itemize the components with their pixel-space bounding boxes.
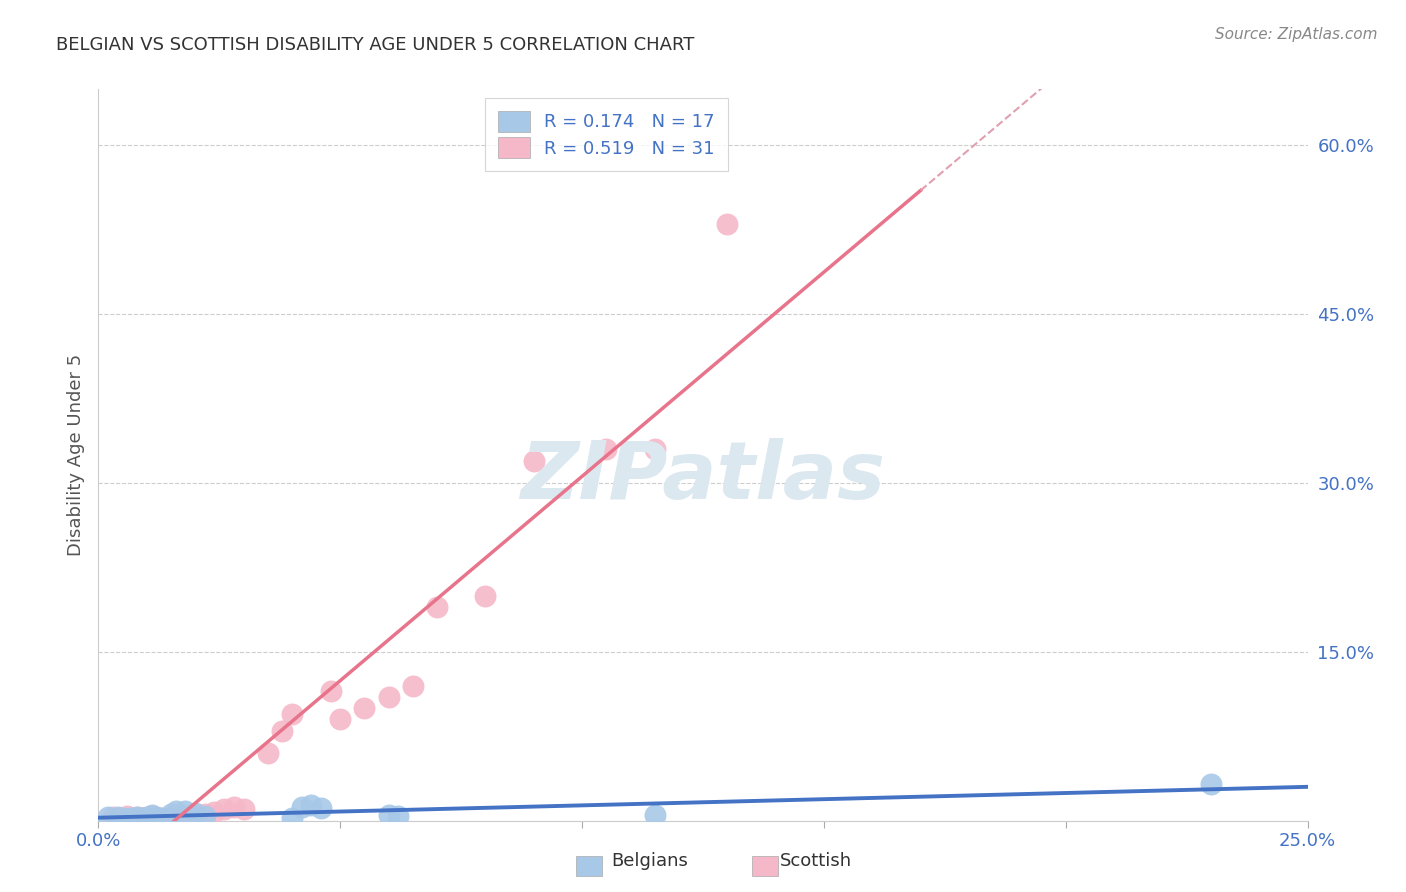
Point xyxy=(474,589,496,603)
Point xyxy=(121,811,143,825)
Text: Scottish: Scottish xyxy=(780,852,852,870)
Point xyxy=(402,679,425,693)
Point xyxy=(160,810,183,824)
Legend: R = 0.174   N = 17, R = 0.519   N = 31: R = 0.174 N = 17, R = 0.519 N = 31 xyxy=(485,98,728,170)
Text: BELGIAN VS SCOTTISH DISABILITY AGE UNDER 5 CORRELATION CHART: BELGIAN VS SCOTTISH DISABILITY AGE UNDER… xyxy=(56,36,695,54)
Point xyxy=(299,797,322,812)
Point xyxy=(644,442,666,457)
Point xyxy=(117,811,139,825)
Point xyxy=(127,810,149,824)
Point xyxy=(127,810,149,824)
Point xyxy=(1199,776,1222,790)
Point xyxy=(165,804,187,818)
Point xyxy=(97,810,120,824)
Point xyxy=(111,811,134,825)
Point xyxy=(135,810,157,824)
Point xyxy=(232,802,254,816)
Point xyxy=(131,811,153,825)
Point xyxy=(131,811,153,825)
Point xyxy=(377,690,399,704)
Point xyxy=(290,800,312,814)
Point xyxy=(101,810,124,824)
Point xyxy=(256,746,278,760)
Point xyxy=(174,810,197,824)
Point xyxy=(117,809,139,823)
Point xyxy=(595,442,617,457)
Point xyxy=(184,805,207,820)
Point xyxy=(281,811,304,825)
Point xyxy=(319,684,342,698)
Point xyxy=(309,801,332,815)
Point xyxy=(523,453,546,467)
Point xyxy=(222,800,245,814)
Point xyxy=(160,806,183,821)
Point xyxy=(184,808,207,822)
Point xyxy=(135,810,157,824)
Point xyxy=(150,811,173,825)
Y-axis label: Disability Age Under 5: Disability Age Under 5 xyxy=(66,354,84,556)
Point xyxy=(107,810,129,824)
Text: Belgians: Belgians xyxy=(612,852,689,870)
Point xyxy=(281,706,304,721)
Point xyxy=(145,810,167,824)
Point xyxy=(194,809,217,823)
Point xyxy=(387,809,409,823)
Point xyxy=(169,809,191,823)
Point xyxy=(141,809,163,823)
Point xyxy=(204,805,226,819)
Point xyxy=(271,723,294,738)
Point xyxy=(426,599,449,614)
Text: ZIPatlas: ZIPatlas xyxy=(520,438,886,516)
Point xyxy=(141,808,163,822)
Point xyxy=(377,808,399,822)
Text: Source: ZipAtlas.com: Source: ZipAtlas.com xyxy=(1215,27,1378,42)
Point xyxy=(212,802,235,816)
Point xyxy=(353,701,375,715)
Point xyxy=(150,811,173,825)
Point xyxy=(174,804,197,818)
Point xyxy=(644,808,666,822)
Point xyxy=(329,712,352,726)
Point xyxy=(716,217,738,231)
Point xyxy=(194,806,217,821)
